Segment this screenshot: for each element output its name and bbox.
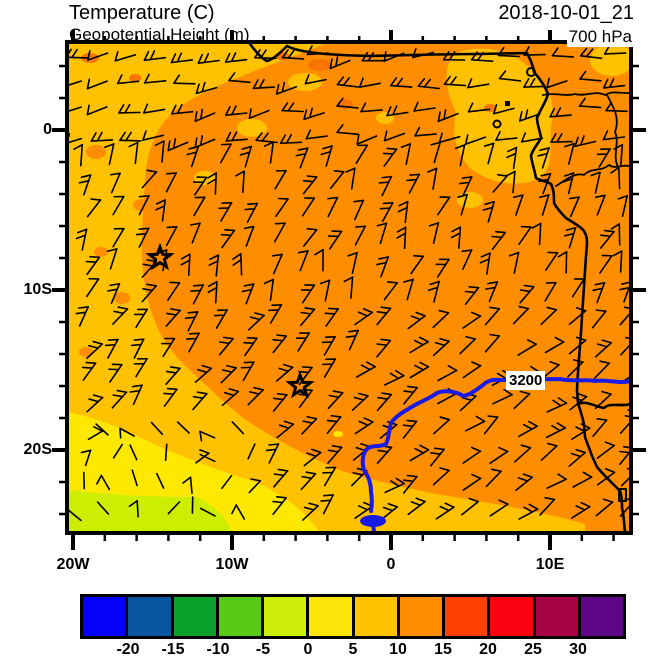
colorbar-cell [445,597,491,636]
coastline-borders-layer [248,42,631,533]
colorbar-cell [399,597,445,636]
pressure-level-label: 700 hPa [566,27,634,47]
x-axis-tick-label: 10E [535,556,565,573]
colorbar-cell [128,597,174,636]
station-markers-layer [145,242,315,399]
y-axis-tick-label: 0 [43,121,52,138]
x-axis-tick-label: 10W [215,556,249,573]
height-contour-value-label: 3200 [506,371,546,390]
colorbar-cell [580,597,623,636]
station-star-marker [285,370,315,399]
colorbar-cell [309,597,355,636]
plot-subtitle: Geopotential Height (m) [69,25,250,44]
y-axis-tick-label: 20S [23,441,52,458]
colorbar-tick-label: 0 [303,641,313,658]
colorbar-tick-label: -20 [116,641,140,658]
colorbar-cell [354,597,400,636]
colorbar-cell [218,597,264,636]
colorbar-tick-label: 30 [569,641,587,658]
plot-title: Temperature (C) [69,2,215,24]
colorbar-cell [490,597,536,636]
colorbar-tick-label: 25 [524,641,542,658]
colorbar-cell [264,597,310,636]
colorbar-tick-label: 10 [389,641,407,658]
plot-datetime: 2018-10-01_21 [498,2,634,24]
temperature-fill-layer [67,42,631,533]
temperature-colorbar [80,594,626,639]
colorbar-tick-label: 5 [348,641,358,658]
colorbar-tick-label: -10 [206,641,230,658]
x-axis-tick-label: 20W [56,556,90,573]
colorbar-tick-label: 20 [479,641,497,658]
colorbar-cell [83,597,129,636]
colorbar-tick-label: 15 [434,641,452,658]
station-star-marker [145,242,175,271]
height-contour-3200 [360,377,631,533]
colorbar-tick-label: -15 [161,641,185,658]
x-axis-tick-label: 0 [386,556,396,573]
colorbar-cell [173,597,219,636]
colorbar-cell [535,597,581,636]
colorbar-tick-label: -5 [255,641,271,658]
y-axis-tick-label: 10S [23,281,52,298]
